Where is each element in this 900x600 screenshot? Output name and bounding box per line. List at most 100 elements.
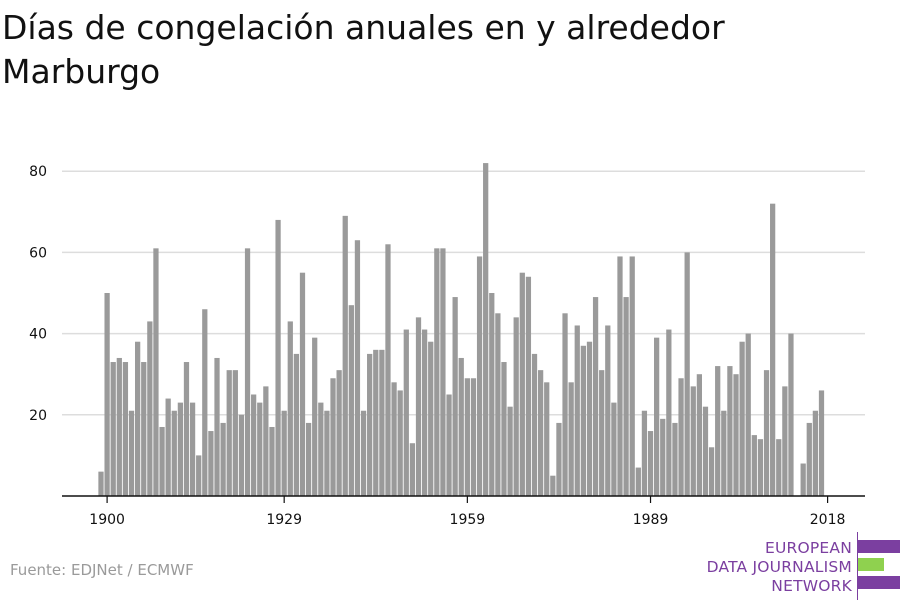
bar-1973 bbox=[550, 475, 556, 496]
bar-1975 bbox=[562, 313, 568, 496]
bar-2016 bbox=[812, 410, 819, 496]
bar-1999 bbox=[708, 447, 715, 496]
bar-1962 bbox=[483, 163, 489, 496]
chart-title: Días de congelación anuales en y alreded… bbox=[2, 8, 725, 91]
bar-1910 bbox=[165, 398, 171, 496]
bar-1906 bbox=[141, 362, 147, 496]
bar-2009 bbox=[770, 203, 776, 496]
bar-1987 bbox=[635, 467, 641, 496]
bar-1915 bbox=[196, 455, 202, 496]
bar-1956 bbox=[446, 394, 452, 496]
bar-1908 bbox=[153, 248, 159, 496]
bar-1952 bbox=[421, 329, 428, 496]
logo-bar-purple-bottom bbox=[858, 576, 900, 589]
bar-1930 bbox=[287, 321, 293, 496]
x-tick-label: 1989 bbox=[633, 512, 669, 528]
bar-1931 bbox=[293, 353, 300, 496]
bar-1947 bbox=[391, 382, 397, 496]
bar-1993 bbox=[672, 422, 678, 496]
bar-1903 bbox=[122, 362, 129, 496]
bar-1921 bbox=[232, 370, 238, 496]
bar-1992 bbox=[666, 329, 672, 496]
bar-2005 bbox=[745, 333, 751, 496]
bar-1997 bbox=[696, 374, 702, 496]
bar-1996 bbox=[690, 386, 696, 496]
bar-1984 bbox=[617, 256, 623, 496]
bar-1953 bbox=[428, 341, 434, 496]
bar-chart: 20 40 60 80 1900 1929 1959 1989 2018 bbox=[29, 163, 865, 528]
bar-1902 bbox=[116, 357, 122, 496]
bar-1995 bbox=[684, 252, 690, 496]
bar-2008 bbox=[763, 370, 770, 496]
bar-1977 bbox=[574, 325, 580, 496]
x-tick-label: 1929 bbox=[266, 512, 302, 528]
bar-1938 bbox=[336, 370, 342, 496]
bar-1904 bbox=[128, 410, 135, 496]
logo-line-network: NETWORK bbox=[771, 577, 852, 595]
bar-2003 bbox=[733, 374, 739, 496]
bar-1955 bbox=[440, 248, 446, 496]
bar-2012 bbox=[788, 333, 794, 496]
bar-1936 bbox=[324, 410, 330, 496]
bar-1912 bbox=[177, 402, 183, 496]
bar-2011 bbox=[782, 386, 788, 496]
bar-1954 bbox=[434, 248, 440, 496]
bar-1990 bbox=[654, 337, 660, 496]
bar-1933 bbox=[305, 422, 312, 496]
bar-2007 bbox=[757, 439, 764, 496]
bar-1967 bbox=[513, 317, 519, 496]
bar-1960 bbox=[470, 378, 477, 496]
bar-1994 bbox=[678, 378, 684, 496]
bar-1942 bbox=[360, 410, 367, 496]
bar-2001 bbox=[721, 410, 727, 496]
bar-1972 bbox=[544, 382, 550, 496]
bar-2015 bbox=[806, 422, 812, 496]
bar-1982 bbox=[605, 325, 611, 496]
bar-1927 bbox=[269, 426, 275, 496]
bar-1913 bbox=[183, 362, 190, 496]
y-tick-label: 60 bbox=[29, 245, 47, 261]
bar-1918 bbox=[214, 357, 220, 496]
bar-1959 bbox=[464, 378, 470, 496]
bar-1941 bbox=[354, 240, 361, 496]
bar-1961 bbox=[476, 256, 483, 496]
bar-1909 bbox=[159, 426, 165, 496]
bar-2006 bbox=[751, 435, 757, 496]
bar-1924 bbox=[251, 394, 257, 496]
bar-1925 bbox=[257, 402, 263, 496]
bar-1991 bbox=[660, 418, 666, 496]
bar-1979 bbox=[586, 341, 593, 496]
bar-1978 bbox=[580, 345, 586, 496]
bar-1988 bbox=[641, 410, 648, 496]
bar-1920 bbox=[226, 370, 232, 496]
bar-1939 bbox=[342, 215, 348, 497]
edjnet-logo: EUROPEAN DATA JOURNALISM NETWORK bbox=[700, 532, 900, 600]
bar-1998 bbox=[702, 406, 709, 496]
bar-2004 bbox=[739, 341, 745, 496]
logo-bar-purple-top bbox=[858, 540, 900, 553]
y-axis: 20 40 60 80 bbox=[29, 164, 47, 424]
bar-1940 bbox=[348, 305, 354, 496]
bar-1951 bbox=[415, 317, 422, 496]
bar-1983 bbox=[611, 402, 617, 496]
bar-1980 bbox=[592, 297, 599, 496]
source-note: Fuente: EDJNet / ECMWF bbox=[10, 561, 194, 579]
x-tick-label: 2018 bbox=[810, 512, 846, 528]
bar-1968 bbox=[519, 272, 525, 496]
bar-1946 bbox=[385, 244, 391, 496]
bar-1970 bbox=[531, 353, 538, 496]
bar-1986 bbox=[629, 256, 635, 496]
bar-1919 bbox=[220, 422, 226, 496]
x-axis: 1900 1929 1959 1989 2018 bbox=[62, 495, 865, 528]
bar-1901 bbox=[110, 362, 116, 496]
bar-1944 bbox=[373, 349, 379, 496]
bar-2017 bbox=[818, 390, 825, 496]
bar-1900 bbox=[104, 293, 110, 496]
bar-1922 bbox=[238, 414, 245, 496]
bar-1905 bbox=[135, 341, 141, 496]
logo-line-data-journalism: DATA JOURNALISM bbox=[706, 558, 852, 576]
y-tick-label: 20 bbox=[29, 408, 47, 424]
bar-1943 bbox=[367, 353, 373, 496]
bar-1969 bbox=[525, 276, 532, 496]
bar-1981 bbox=[599, 370, 605, 496]
